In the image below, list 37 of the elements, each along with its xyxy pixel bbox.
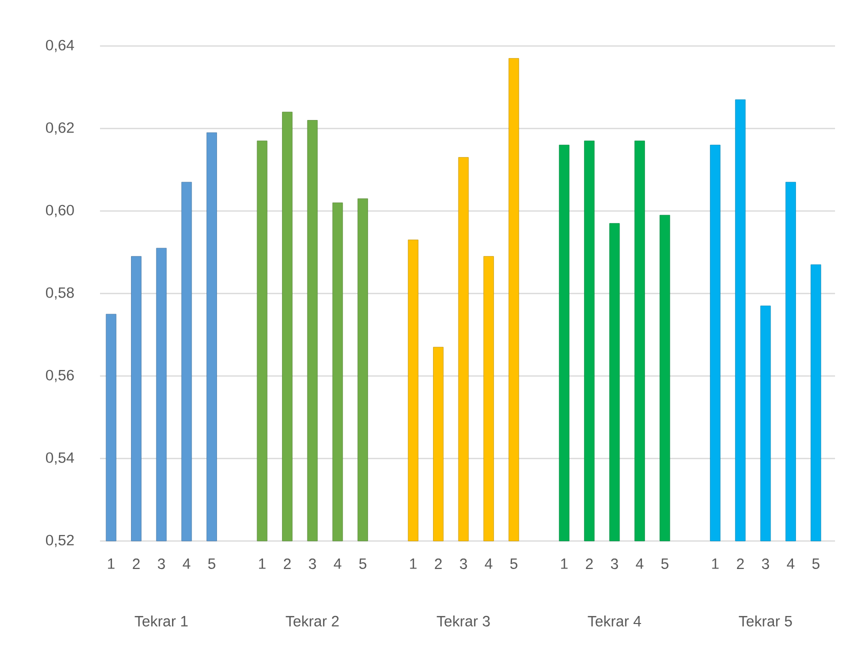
y-tick-label: 0,62 — [46, 122, 74, 135]
x-tick-label: 4 — [334, 558, 342, 569]
x-tick-label: 4 — [636, 558, 644, 569]
x-tick-label: 4 — [484, 558, 492, 569]
x-tick-label: 4 — [182, 558, 190, 569]
x-tick-label: 1 — [410, 558, 417, 569]
x-tick-label: 2 — [434, 558, 442, 569]
text: Tekrar 3 — [436, 616, 490, 626]
text: Tekrar 1 — [134, 616, 188, 626]
x-tick-label: 5 — [208, 558, 216, 569]
x-tick-label: 4 — [786, 558, 794, 569]
y-tick-label: 0,54 — [46, 452, 74, 465]
y-tick-label: 0,64 — [46, 40, 74, 52]
y-tick-label: 0,60 — [46, 204, 74, 218]
x-tick-label: 3 — [762, 558, 770, 570]
x-tick-label: 3 — [308, 558, 316, 570]
x-tick-label: 2 — [284, 558, 291, 569]
x-tick-label: 5 — [510, 558, 518, 569]
x-tick-label: 5 — [359, 558, 366, 569]
y-tick-label: 0,58 — [46, 287, 74, 300]
x-tick-label: 1 — [259, 558, 266, 569]
x-tick-label: 3 — [158, 558, 165, 570]
x-tick-label: 2 — [586, 558, 593, 569]
x-tick-label: 5 — [661, 558, 668, 569]
text: Tekrar 5 — [738, 616, 792, 626]
x-tick-label: 1 — [108, 558, 114, 569]
text: Tekrar 4 — [588, 616, 642, 626]
x-tick-label: 3 — [610, 558, 618, 570]
x-tick-label: 5 — [812, 558, 820, 569]
x-tick-label: 1 — [561, 558, 568, 569]
text: Tekrar 2 — [286, 616, 339, 626]
y-tick-label: 0,52 — [46, 534, 74, 548]
x-tick-label: 2 — [132, 558, 140, 569]
x-tick-label: 1 — [712, 558, 719, 569]
x-tick-label: 2 — [736, 558, 744, 569]
x-tick-label: 3 — [460, 558, 467, 570]
y-tick-label: 0,56 — [46, 370, 74, 382]
